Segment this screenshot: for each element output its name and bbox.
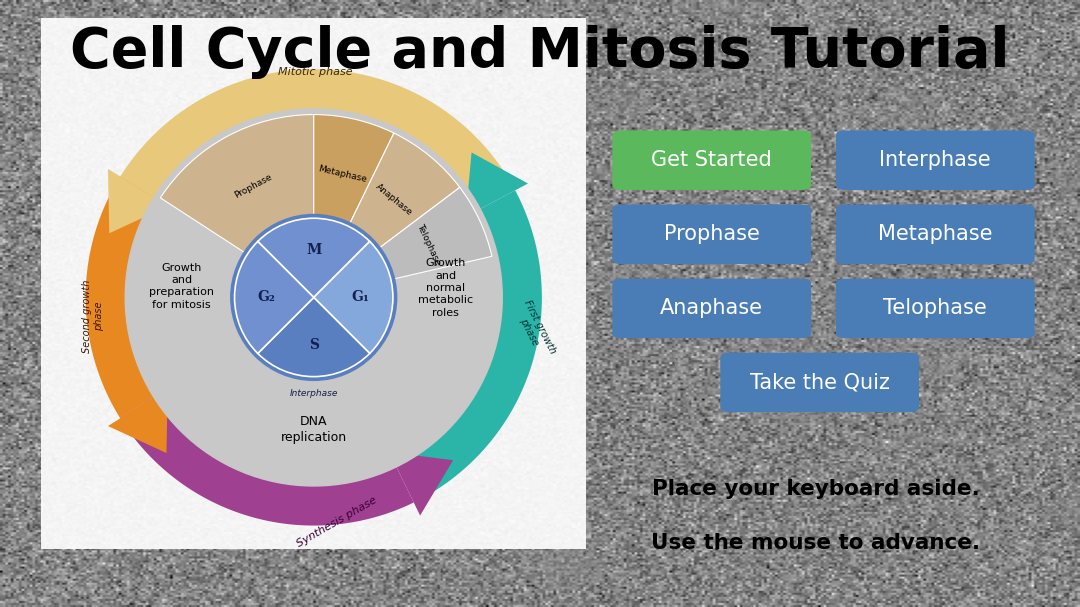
Text: Metaphase: Metaphase (878, 225, 993, 244)
FancyBboxPatch shape (41, 18, 586, 549)
Circle shape (988, 114, 1048, 147)
Polygon shape (85, 177, 156, 418)
Polygon shape (389, 452, 454, 515)
Circle shape (125, 109, 502, 486)
Polygon shape (108, 388, 167, 453)
Text: Prophase: Prophase (233, 172, 274, 200)
Text: First growth
phase: First growth phase (511, 299, 557, 361)
Text: G₂: G₂ (258, 290, 275, 305)
Text: Telophase: Telophase (883, 299, 987, 318)
Text: DNA
replication: DNA replication (281, 415, 347, 444)
Circle shape (873, 322, 972, 378)
Wedge shape (258, 297, 369, 376)
FancyBboxPatch shape (836, 205, 1035, 264)
Wedge shape (314, 242, 393, 353)
Text: Second growth
phase: Second growth phase (82, 280, 104, 353)
Circle shape (862, 0, 915, 7)
FancyBboxPatch shape (612, 131, 811, 190)
Text: Growth
and
preparation
for mitosis: Growth and preparation for mitosis (149, 262, 214, 310)
Text: Anaphase: Anaphase (374, 182, 414, 218)
Text: Growth
and
normal
metabolic
roles: Growth and normal metabolic roles (418, 258, 473, 318)
Circle shape (751, 333, 832, 379)
Text: Anaphase: Anaphase (660, 299, 764, 318)
Wedge shape (314, 115, 394, 297)
Text: Interphase: Interphase (879, 151, 991, 170)
Text: Place your keyboard aside.: Place your keyboard aside. (651, 479, 980, 498)
Text: Metaphase: Metaphase (316, 164, 367, 185)
Polygon shape (120, 69, 508, 198)
Wedge shape (314, 133, 460, 297)
Circle shape (823, 291, 865, 315)
Text: S: S (309, 337, 319, 351)
FancyBboxPatch shape (836, 279, 1035, 338)
Circle shape (1044, 491, 1080, 530)
Text: M: M (306, 243, 322, 257)
Text: Use the mouse to advance.: Use the mouse to advance. (651, 534, 980, 553)
Wedge shape (258, 219, 369, 297)
Wedge shape (234, 242, 314, 353)
FancyBboxPatch shape (836, 131, 1035, 190)
Text: Interphase: Interphase (289, 389, 338, 398)
Circle shape (231, 214, 396, 381)
Wedge shape (160, 115, 314, 297)
Text: Telophase: Telophase (415, 222, 442, 266)
FancyBboxPatch shape (720, 353, 919, 412)
Text: Prophase: Prophase (664, 225, 759, 244)
Circle shape (669, 0, 770, 23)
Text: Mitotic phase: Mitotic phase (279, 67, 353, 77)
Circle shape (582, 82, 649, 120)
Circle shape (756, 380, 838, 427)
Polygon shape (465, 152, 528, 217)
Polygon shape (120, 396, 414, 526)
Circle shape (1050, 168, 1080, 191)
FancyBboxPatch shape (612, 279, 811, 338)
Text: Take the Quiz: Take the Quiz (750, 373, 890, 392)
Polygon shape (407, 191, 542, 495)
Text: Get Started: Get Started (651, 151, 772, 170)
FancyBboxPatch shape (612, 205, 811, 264)
Text: Cell Cycle and Mitosis Tutorial: Cell Cycle and Mitosis Tutorial (70, 25, 1010, 78)
Circle shape (522, 543, 607, 592)
Text: G₁: G₁ (352, 290, 369, 305)
Circle shape (639, 296, 703, 331)
Wedge shape (314, 188, 491, 297)
Circle shape (602, 264, 691, 314)
Polygon shape (108, 169, 167, 233)
Text: Synthesis phase: Synthesis phase (295, 495, 378, 549)
Circle shape (873, 89, 936, 125)
